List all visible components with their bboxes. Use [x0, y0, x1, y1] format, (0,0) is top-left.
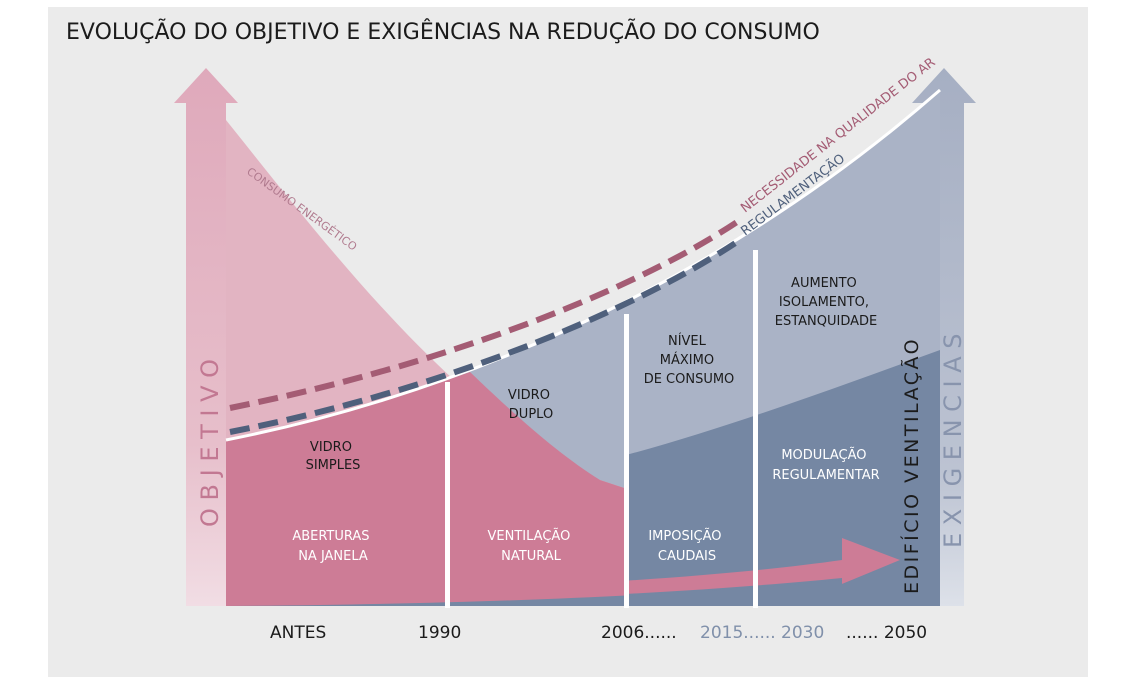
objetivo-axis-label: O B J E T I V O: [196, 359, 224, 527]
nivel-maximo-consumo-label: NÍVEL MÁXIMO DE CONSUMO: [644, 333, 735, 387]
timeline-2015: 2015......: [700, 623, 776, 643]
separator-1990: [445, 382, 450, 608]
modulacao-regulamentar-label: MODULAÇÃO REGULAMENTAR: [772, 447, 879, 483]
modulacao-region: [626, 350, 940, 606]
aumento-isolamento-label: AUMENTO ISOLAMENTO, ESTANQUIDADE: [775, 276, 878, 329]
vidro-duplo-label: VIDRO DUPLO: [508, 388, 554, 422]
ventilacao-natural-label: VENTILAÇÃO NATURAL: [488, 528, 575, 564]
timeline-antes: ANTES: [270, 623, 326, 643]
aberturas-janela-label: ABERTURAS NA JANELA: [292, 529, 373, 564]
separator-2006: [624, 314, 629, 608]
timeline-2030: 2030: [781, 623, 824, 643]
consumo-horizontal-arrow: [226, 538, 900, 606]
exigencias-axis-label: E X I G E N C I A S: [939, 333, 967, 548]
bottom-blue-wedge: [226, 560, 924, 606]
qualidade-ar-dashed-curve: [229, 217, 742, 411]
vidro-simples-label: VIDRO SIMPLES: [306, 440, 361, 473]
separator-2030: [753, 250, 758, 608]
edificio-ventilacao-label: EDIFÍCIO VENTILAÇÃO: [900, 337, 923, 594]
timeline-2050: ...... 2050: [846, 623, 927, 643]
timeline-1990: 1990: [418, 623, 461, 643]
diagram-title: EVOLUÇÃO DO OBJETIVO E EXIGÊNCIAS NA RED…: [66, 20, 820, 45]
regulamentacao-dashed-curve: [229, 237, 742, 435]
imposicao-caudais-label: IMPOSIÇÃO CAUDAIS: [648, 528, 725, 564]
timeline-2006: 2006......: [601, 623, 677, 643]
objetivo-arrow: [174, 68, 238, 606]
